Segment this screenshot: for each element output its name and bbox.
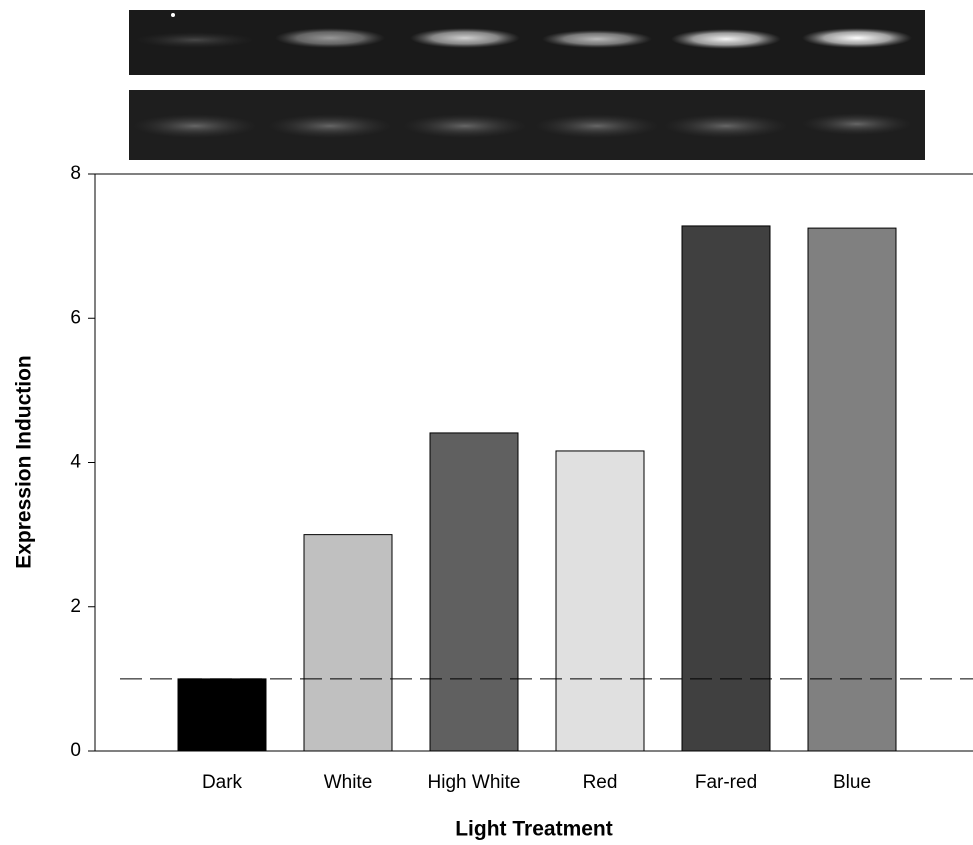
- x-tick-label: Dark: [202, 772, 243, 793]
- bar: [178, 679, 266, 751]
- x-tick-label: High White: [428, 772, 521, 793]
- x-tick-label: White: [324, 772, 373, 793]
- x-axis-title: Light Treatment: [455, 818, 613, 841]
- bar: [682, 226, 770, 751]
- bar: [430, 433, 518, 751]
- gel-bottom: [129, 90, 925, 160]
- x-tick-label: Far-red: [695, 772, 757, 793]
- x-tick-label: Blue: [833, 772, 871, 793]
- bar: [304, 535, 392, 751]
- y-tick-label: 0: [70, 740, 81, 761]
- figure: Light Treatment Expression Induction 0 2 4…: [0, 0, 973, 845]
- x-tick-label: Red: [583, 772, 618, 793]
- y-tick-label: 2: [70, 596, 81, 617]
- bar: [808, 228, 896, 751]
- gel-top: [129, 10, 925, 75]
- y-axis-title: Expression Induction: [13, 355, 36, 569]
- y-tick-label: 6: [70, 307, 81, 328]
- bar: [556, 451, 644, 751]
- y-tick-label: 4: [70, 452, 81, 473]
- y-tick-label: 8: [70, 163, 81, 184]
